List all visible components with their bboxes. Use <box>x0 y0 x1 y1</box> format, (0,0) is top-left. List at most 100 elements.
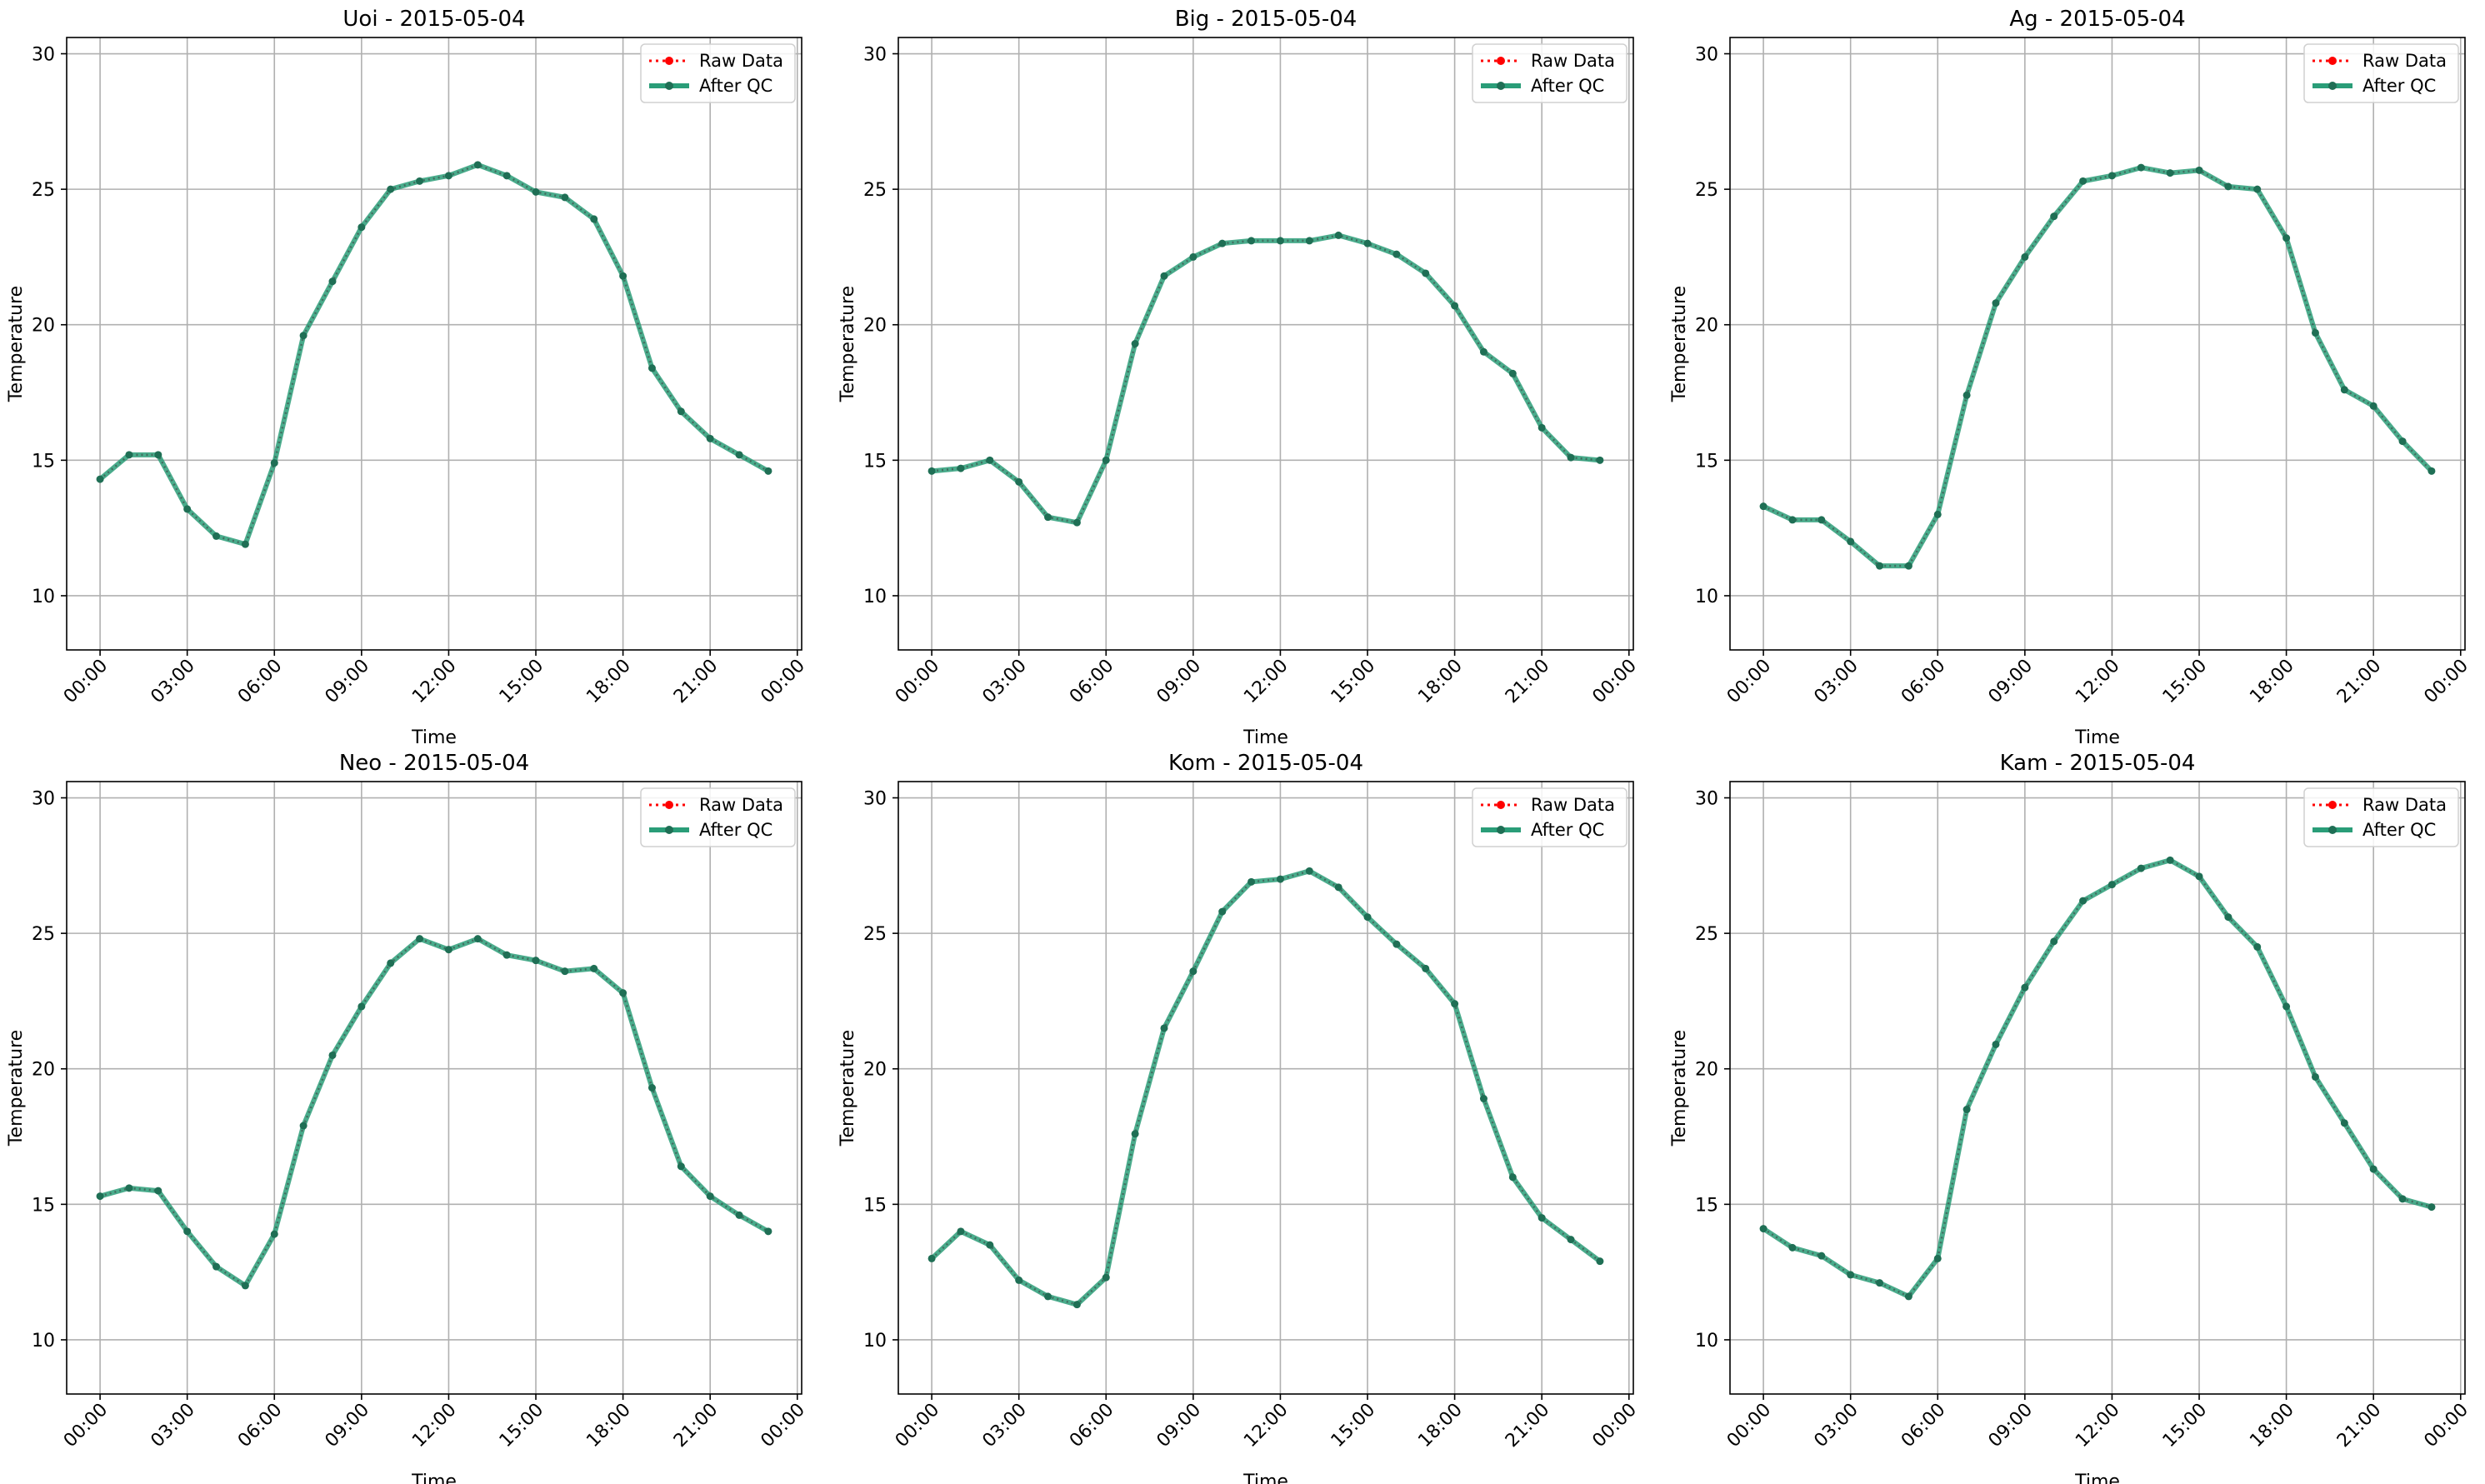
y-tick-label: 20 <box>863 1060 887 1081</box>
y-tick-label: 15 <box>1695 451 1718 472</box>
data-point <box>1015 1276 1023 1284</box>
data-point <box>328 1051 337 1059</box>
legend-label-raw: Raw Data <box>2362 51 2447 71</box>
data-point <box>2398 1195 2407 1203</box>
data-point <box>957 464 965 472</box>
x-tick-label: 18:00 <box>582 656 635 708</box>
data-point <box>1451 1000 1459 1008</box>
y-tick-label: 20 <box>863 316 887 337</box>
x-tick-label: 15:00 <box>1328 656 1380 708</box>
data-point <box>957 1227 965 1236</box>
x-tick-label: 06:00 <box>1066 1400 1118 1452</box>
data-point <box>648 364 656 372</box>
data-point <box>299 1122 308 1130</box>
y-axis-label: Temperature <box>1669 286 1690 402</box>
x-tick-label: 09:00 <box>322 1400 374 1452</box>
axes-frame <box>66 781 802 1395</box>
x-tick-label: 15:00 <box>2159 656 2212 708</box>
data-point <box>2108 881 2116 889</box>
raw-data-line <box>1762 166 2432 567</box>
data-point <box>2253 185 2262 193</box>
x-tick-label: 12:00 <box>408 1400 461 1452</box>
x-tick-label: 00:00 <box>1589 1400 1642 1452</box>
x-tick-label: 18:00 <box>2246 656 2298 708</box>
x-axis-label: Time <box>2074 727 2120 748</box>
data-point <box>2282 1002 2291 1011</box>
data-point <box>1044 513 1052 522</box>
data-point <box>1334 231 1342 239</box>
x-tick-label: 03:00 <box>978 1400 1031 1452</box>
data-point <box>241 540 249 548</box>
legend: Raw Data After QC <box>2303 43 2459 103</box>
x-tick-label: 21:00 <box>1502 656 1554 708</box>
data-point <box>2166 856 2174 864</box>
data-point <box>1276 237 1284 245</box>
x-tick-label: 03:00 <box>147 656 199 708</box>
legend-label-raw: Raw Data <box>1531 51 1615 71</box>
y-tick-label: 25 <box>863 180 887 201</box>
data-point <box>2428 1203 2436 1212</box>
x-tick-label: 21:00 <box>2333 1400 2386 1452</box>
y-tick-label: 25 <box>1695 180 1718 201</box>
data-point <box>1508 369 1517 377</box>
y-axis-label: Temperature <box>838 1030 858 1147</box>
data-point <box>1508 1173 1517 1182</box>
x-tick-label: 03:00 <box>978 656 1031 708</box>
data-point <box>1102 456 1110 464</box>
data-point <box>125 451 133 459</box>
x-tick-label: 15:00 <box>2159 1400 2212 1452</box>
data-point <box>1538 423 1546 432</box>
data-point <box>2079 177 2088 185</box>
legend-marker-raw <box>1497 801 1505 809</box>
data-point <box>1160 272 1168 280</box>
data-point <box>619 989 628 997</box>
data-point <box>183 1227 192 1236</box>
chart-panel: 10 15 20 25 30 00:00 03:00 06:00 09:00 12:00 15:00… <box>6 7 809 748</box>
data-point <box>1847 537 1855 546</box>
data-point <box>1818 516 1826 524</box>
data-point <box>2224 913 2232 922</box>
data-point <box>2050 937 2058 946</box>
legend-marker-qc <box>665 82 673 90</box>
data-point <box>1131 340 1139 347</box>
x-tick-label: 18:00 <box>582 1400 635 1452</box>
chart-panel: 10 15 20 25 30 00:00 03:00 06:00 09:00 12:00 15:00… <box>838 751 1641 1484</box>
data-point <box>1538 1214 1546 1222</box>
x-axis-label: Time <box>411 727 457 748</box>
data-point <box>1218 239 1227 247</box>
data-point <box>2340 386 2348 394</box>
y-tick-label: 15 <box>32 1195 55 1216</box>
legend-marker-qc <box>2328 82 2337 90</box>
data-point <box>2050 212 2058 221</box>
data-point <box>358 223 366 232</box>
x-tick-label: 09:00 <box>322 656 374 708</box>
after-qc-line <box>929 868 1602 1307</box>
data-point <box>986 456 994 464</box>
data-point <box>1218 907 1227 916</box>
data-point <box>358 1002 366 1011</box>
data-point <box>2369 402 2378 410</box>
x-tick-label: 21:00 <box>670 656 722 708</box>
data-point <box>1759 502 1768 511</box>
chart-panel: 10 15 20 25 30 00:00 03:00 06:00 09:00 12:00 15:00… <box>838 7 1641 748</box>
data-point <box>1847 1271 1855 1279</box>
legend-label-qc: After QC <box>699 820 772 840</box>
data-point <box>561 967 569 976</box>
axes-frame <box>66 37 802 651</box>
x-tick-label: 18:00 <box>2246 1400 2298 1452</box>
data-point <box>532 187 540 196</box>
data-point <box>1363 239 1372 247</box>
y-tick-label: 10 <box>32 1331 55 1352</box>
data-point <box>590 215 598 223</box>
data-point <box>1363 913 1372 922</box>
x-tick-label: 12:00 <box>2072 656 2124 708</box>
data-point <box>502 951 511 959</box>
legend-label-qc: After QC <box>2362 76 2436 96</box>
data-point <box>1422 269 1430 277</box>
y-tick-label: 15 <box>32 451 55 472</box>
y-tick-label: 30 <box>863 789 887 810</box>
x-axis-label: Time <box>2074 1472 2120 1484</box>
x-tick-label: 03:00 <box>1810 1400 1862 1452</box>
y-tick-label: 30 <box>1695 789 1718 810</box>
data-point <box>154 451 162 459</box>
